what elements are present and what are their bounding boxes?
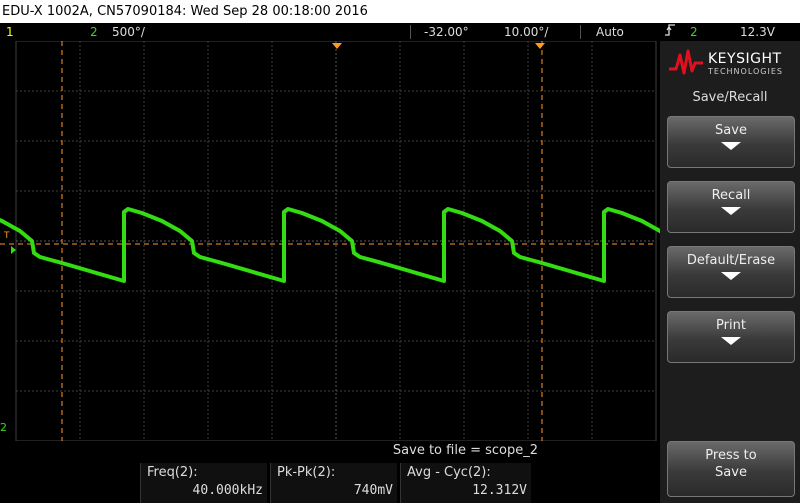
channel-2-waveform <box>0 207 660 283</box>
measurement-value: 12.312V <box>472 483 527 498</box>
measurement-value: 40.000kHz <box>192 483 263 498</box>
measurement-freq[interactable]: Freq(2): 40.000kHz <box>140 463 267 503</box>
graticule <box>15 41 657 441</box>
softkey-label: Save <box>715 123 747 138</box>
measurement-area: Save to file = scope_2 Freq(2): 40.000kH… <box>0 441 660 503</box>
brand-name: KEYSIGHT <box>708 51 782 67</box>
waveform-display[interactable]: T 2 <box>0 41 660 441</box>
channel-2-indicator[interactable]: 2 <box>90 25 98 39</box>
timebase-scale[interactable]: 10.00°/ <box>504 25 549 39</box>
measurement-pk-pk[interactable]: Pk-Pk(2): 740mV <box>270 463 397 503</box>
brand-subtitle: TECHNOLOGIES <box>708 67 783 76</box>
window-title-bar: EDU-X 1002A, CN57090184: Wed Sep 28 00:1… <box>0 0 800 23</box>
measurement-avg-cyc[interactable]: Avg - Cyc(2): 12.312V <box>400 463 531 503</box>
channel-2-scale[interactable]: 500°/ <box>112 25 145 39</box>
window-title: EDU-X 1002A, CN57090184: Wed Sep 28 00:1… <box>2 4 368 19</box>
trigger-source[interactable]: 2 <box>690 25 698 39</box>
status-bar: 1 2 500°/ -32.00° 10.00°/ Auto 2 12.3V <box>0 23 800 41</box>
chevron-down-icon <box>721 142 741 150</box>
time-delay[interactable]: -32.00° <box>424 25 469 39</box>
chevron-down-icon <box>721 272 741 280</box>
recall-softkey[interactable]: Recall <box>667 181 795 233</box>
channel-1-indicator[interactable]: 1 <box>6 25 14 39</box>
print-softkey[interactable]: Print <box>667 311 795 363</box>
softkey-label: Default/Erase <box>686 253 776 268</box>
chevron-down-icon <box>721 337 741 345</box>
keysight-logo: KEYSIGHT TECHNOLOGIES <box>668 47 794 85</box>
save-to-file-text: Save to file = scope_2 <box>392 443 538 458</box>
cursor-lines <box>0 41 656 441</box>
trigger-mode[interactable]: Auto <box>596 25 624 39</box>
trigger-level-marker: T <box>3 231 10 241</box>
softkey-label: Recall <box>711 188 751 203</box>
softkey-label-line1: Press to <box>705 448 757 463</box>
channel-2-level-marker <box>11 246 16 254</box>
keysight-wave-icon <box>669 49 703 75</box>
default-erase-softkey[interactable]: Default/Erase <box>667 246 795 298</box>
menu-title: Save/Recall <box>692 90 768 105</box>
trigger-level[interactable]: 12.3V <box>740 25 775 39</box>
measurement-label: Avg - Cyc(2): <box>407 465 491 480</box>
chevron-down-icon <box>721 207 741 215</box>
measurement-label: Freq(2): <box>147 465 198 480</box>
softkey-label: Print <box>716 318 746 333</box>
softkey-sidebar: KEYSIGHT TECHNOLOGIES Save/Recall Save R… <box>660 41 800 503</box>
measurement-label: Pk-Pk(2): <box>277 465 336 480</box>
save-softkey[interactable]: Save <box>667 116 795 168</box>
measurement-value: 740mV <box>353 483 393 498</box>
softkey-label-line2: Save <box>715 465 747 480</box>
rising-edge-icon <box>664 23 676 42</box>
press-to-save-softkey[interactable]: Press to Save <box>667 441 795 497</box>
channel-2-ground-marker: 2 <box>0 421 7 434</box>
